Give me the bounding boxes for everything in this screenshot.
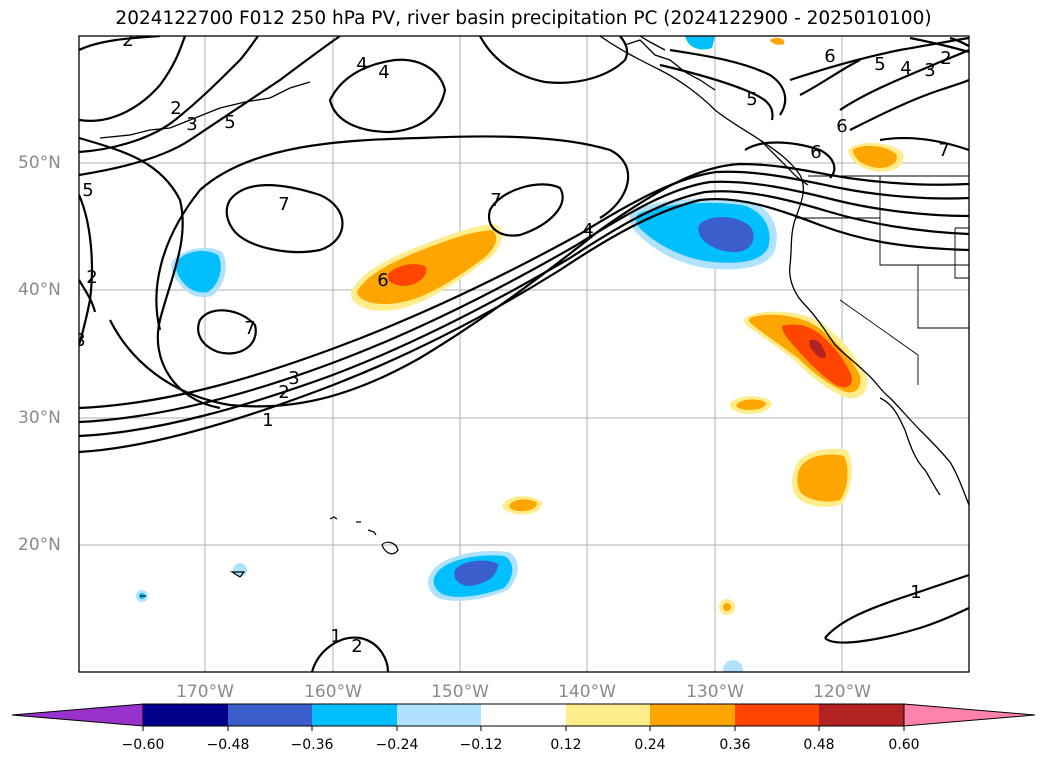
contour-label: 2 — [940, 48, 951, 69]
colorbar-tick-label: −0.24 — [375, 737, 419, 753]
lon-label: 170°W — [176, 682, 234, 702]
contour-label: 5 — [82, 180, 93, 201]
lon-label: 130°W — [686, 682, 744, 702]
colorbar-bin — [397, 704, 481, 726]
contour-label: 7 — [938, 140, 949, 161]
contour-label: 7 — [490, 190, 501, 211]
contour-label: 4 — [900, 58, 911, 79]
lat-label: 40°N — [18, 280, 61, 300]
contour-label: 3 — [186, 114, 197, 135]
contour-label: 7 — [278, 194, 289, 215]
map-title: 2024122700 F012 250 hPa PV, river basin … — [115, 8, 932, 29]
lon-label: 150°W — [431, 682, 489, 702]
contour-label: 2 — [122, 30, 133, 51]
lat-label: 50°N — [18, 153, 61, 173]
contour-label: 7 — [244, 318, 255, 339]
lat-label: 30°N — [18, 408, 61, 428]
contour-label: 2 — [351, 636, 362, 657]
colorbar-bin — [143, 704, 228, 726]
contour-label: 4 — [356, 54, 367, 75]
contour-label: 1 — [262, 410, 273, 431]
colorbar-extend-low — [11, 703, 144, 727]
colorbar-tick-label: 0.36 — [719, 737, 751, 753]
contour-label: 2 — [170, 98, 181, 119]
colorbar — [11, 703, 1036, 731]
colorbar-tick-label: −0.48 — [206, 737, 250, 753]
lon-label: 140°W — [558, 682, 616, 702]
lon-label: 120°W — [813, 682, 871, 702]
contour-labels: 2 2 3 5 4 4 5 6 5 4 3 2 7 5 6 6 7 7 4 6 … — [74, 30, 952, 657]
contour-label: 1 — [330, 626, 341, 647]
contour-label: 5 — [746, 89, 757, 110]
precipitation-shading — [136, 36, 904, 672]
colorbar-tick-label: −0.12 — [459, 737, 503, 753]
contour-label: 3 — [924, 60, 935, 81]
contour-label: 2 — [86, 267, 97, 288]
contour-label: 6 — [824, 46, 835, 67]
contour-label: 2 — [278, 382, 289, 403]
pv-contours — [79, 36, 969, 672]
colorbar-tick-label: −0.36 — [290, 737, 334, 753]
contour-label: 5 — [224, 112, 235, 133]
islands — [140, 516, 399, 597]
colorbar-bin — [228, 704, 312, 726]
colorbar-bin — [481, 704, 566, 726]
colorbar-extend-high — [903, 703, 1036, 727]
map-frame — [78, 35, 970, 673]
colorbar-bin — [819, 704, 904, 726]
lat-label: 20°N — [18, 535, 61, 555]
contour-label: 4 — [582, 220, 593, 241]
contour-label: 4 — [378, 62, 389, 83]
colorbar-tick-label: 0.48 — [803, 737, 835, 753]
coastlines — [99, 36, 969, 506]
contour-label: 5 — [874, 54, 885, 75]
colorbar-tick-label: 0.60 — [888, 737, 920, 753]
colorbar-bin — [566, 704, 650, 726]
colorbar-bin — [312, 704, 397, 726]
contour-label: 3 — [74, 330, 85, 351]
lon-label: 160°W — [304, 682, 362, 702]
colorbar-bin — [650, 704, 735, 726]
contour-label: 6 — [810, 142, 821, 163]
colorbar-bin — [735, 704, 819, 726]
colorbar-tick-label: 0.12 — [550, 737, 582, 753]
contour-label: 1 — [910, 582, 921, 603]
colorbar-tick-label: −0.60 — [121, 737, 165, 753]
borders — [795, 175, 969, 385]
contour-label: 3 — [288, 368, 299, 389]
contour-label: 6 — [836, 116, 847, 137]
contour-label: 6 — [377, 270, 388, 291]
colorbar-tick-label: 0.24 — [634, 737, 666, 753]
